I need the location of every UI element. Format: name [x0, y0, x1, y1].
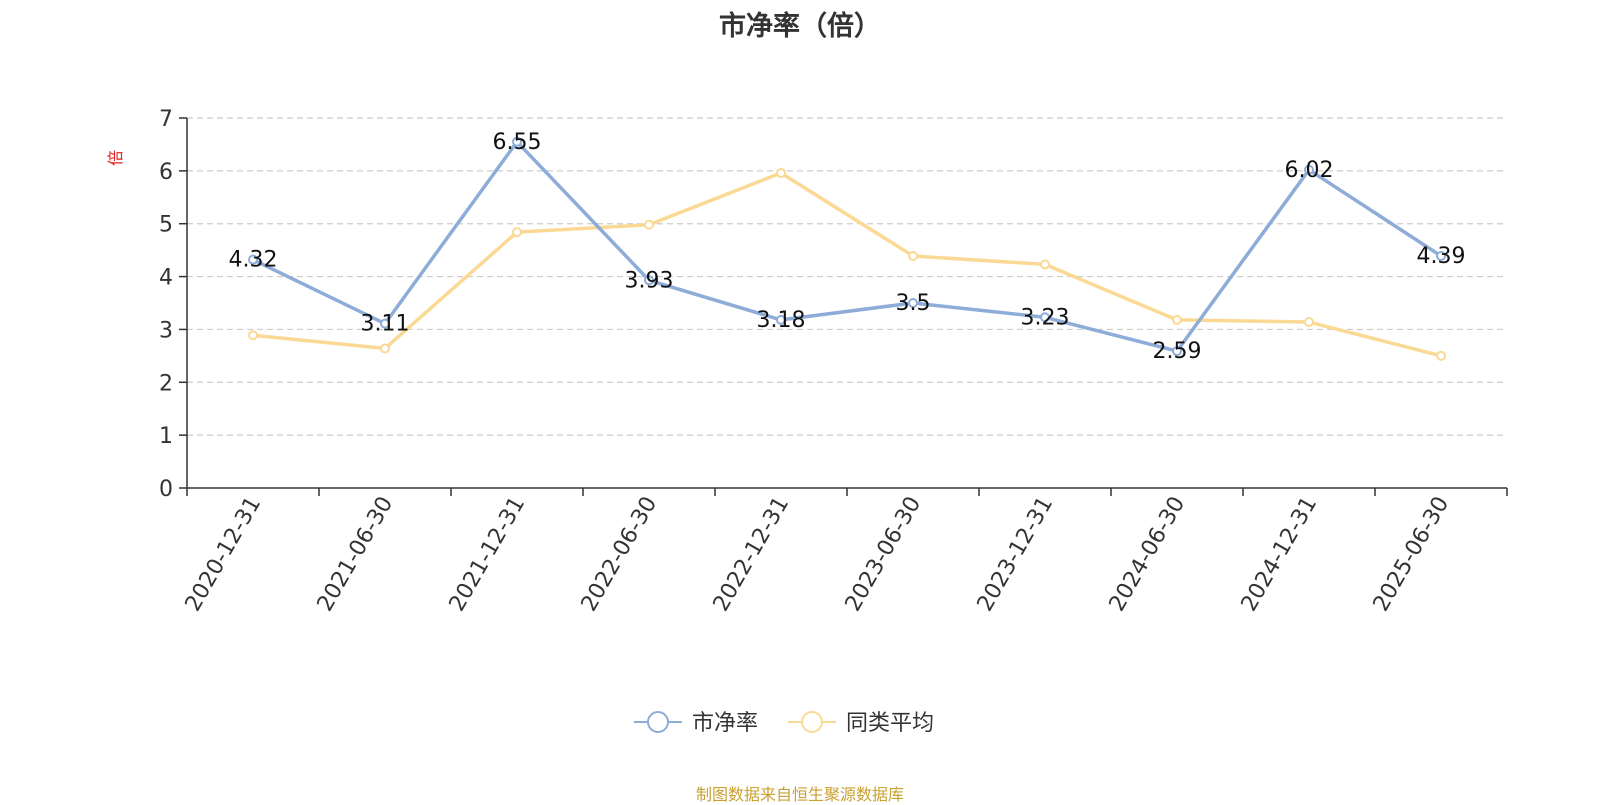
y-tick-label: 5	[159, 213, 173, 238]
legend-marker	[647, 711, 669, 733]
y-tick-label: 2	[159, 371, 173, 396]
data-point	[776, 167, 786, 178]
data-label: 3.23	[1021, 305, 1070, 330]
data-point	[1436, 250, 1446, 261]
data-point	[1040, 312, 1050, 323]
data-point	[1172, 346, 1182, 357]
data-label: 4.32	[229, 248, 278, 273]
data-point	[380, 343, 390, 354]
data-point	[248, 254, 258, 265]
data-label: 3.5	[896, 291, 931, 316]
y-tick-label: 4	[159, 266, 173, 291]
x-tick-label: 2020-12-31	[181, 493, 267, 616]
x-tick-label: 2022-06-30	[577, 493, 663, 616]
data-label: 6.02	[1285, 158, 1334, 183]
axes: 0 1 2 3 4 5 6 7 倍 2020-12-31 2021-06-30 2021-12-31 2…	[106, 107, 1508, 616]
x-tick-label: 2022-12-31	[709, 493, 795, 616]
series-line	[251, 140, 1443, 353]
data-point	[644, 275, 654, 286]
data-label: 2.59	[1153, 339, 1202, 364]
data-labels: 4.32 3.11 6.55 3.93 3.18 3.5 3.23 2.59 6.02 4.39	[229, 130, 1466, 364]
legend-marker	[801, 711, 823, 733]
data-point	[1304, 164, 1314, 175]
y-axis-label: 倍	[106, 150, 125, 166]
data-point	[1304, 317, 1314, 328]
legend-label: 同类平均	[846, 711, 934, 736]
data-point	[380, 318, 390, 329]
x-tick-label: 2021-06-30	[313, 493, 399, 616]
data-label: 3.11	[361, 312, 410, 337]
x-tick-label: 2024-12-31	[1237, 493, 1323, 616]
data-label: 3.93	[625, 268, 674, 293]
y-tick-label: 1	[159, 424, 173, 449]
y-tick-label: 0	[159, 477, 173, 502]
data-label: 3.18	[757, 308, 806, 333]
data-point	[908, 298, 918, 308]
source-note: 制图数据来自恒生聚源数据库	[695, 785, 904, 804]
legend: 市净率 同类平均	[634, 711, 934, 736]
x-tick-label: 2023-12-31	[973, 493, 1059, 616]
data-point	[512, 136, 522, 147]
legend-label: 市净率	[692, 711, 758, 736]
data-point	[776, 314, 786, 325]
x-tick-label: 2023-06-30	[841, 493, 927, 616]
chart-title: 市净率（倍）	[719, 11, 881, 42]
data-label: 6.55	[493, 130, 542, 155]
series-line	[251, 171, 1443, 358]
data-point	[644, 219, 654, 230]
data-point	[1040, 259, 1050, 270]
data-point	[1436, 350, 1446, 361]
data-point	[248, 330, 258, 341]
x-tick-label: 2024-06-30	[1105, 493, 1191, 616]
data-point	[512, 227, 522, 238]
y-tick-label: 3	[159, 318, 173, 343]
y-tick-label: 6	[159, 160, 173, 185]
data-label: 4.39	[1417, 244, 1466, 269]
x-tick-label: 2021-12-31	[445, 493, 531, 616]
y-tick-label: 7	[159, 107, 173, 132]
data-point	[1172, 314, 1182, 325]
data-point	[908, 250, 918, 261]
series-lines	[248, 136, 1446, 361]
x-tick-label: 2025-06-30	[1369, 493, 1455, 616]
